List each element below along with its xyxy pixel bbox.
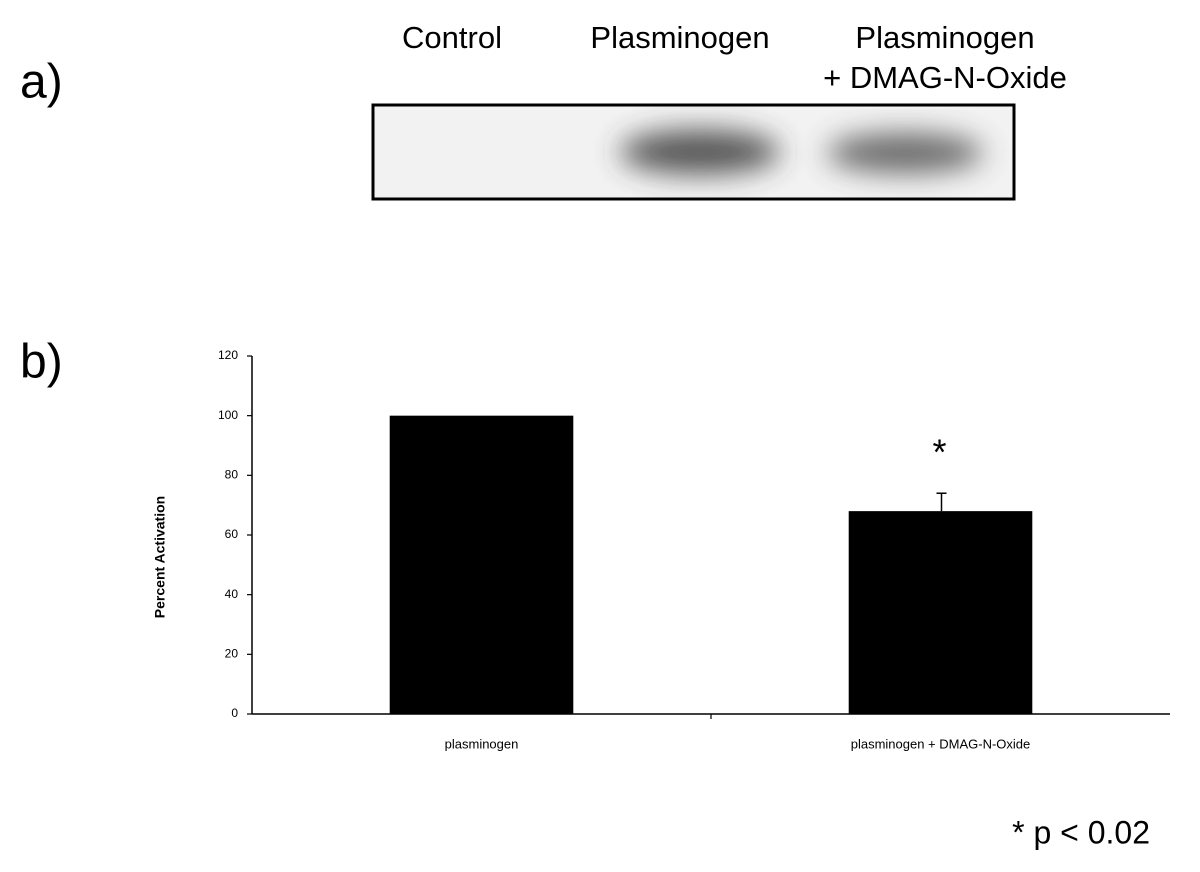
y-tick-label: 120 bbox=[218, 348, 238, 362]
y-tick-label: 40 bbox=[225, 587, 239, 601]
lane-label: Control bbox=[402, 20, 502, 55]
blot-frame bbox=[371, 103, 1016, 201]
x-tick-label: plasminogen bbox=[445, 736, 519, 751]
lane-label: + DMAG-N-Oxide bbox=[823, 60, 1067, 95]
lane-label: Plasminogen bbox=[590, 20, 769, 55]
error-bar bbox=[936, 492, 947, 512]
x-tick-label: plasminogen + DMAG-N-Oxide bbox=[851, 736, 1031, 751]
y-tick-label: 80 bbox=[225, 468, 239, 482]
blot-band bbox=[620, 130, 780, 174]
y-tick-label: 100 bbox=[218, 408, 238, 422]
y-axis-label: Percent Activation bbox=[152, 496, 168, 618]
y-tick-label: 20 bbox=[225, 647, 239, 661]
significance-mark: * bbox=[932, 432, 946, 473]
panel-label: b) bbox=[20, 336, 63, 389]
blot-image bbox=[371, 103, 1016, 201]
panel-label: a) bbox=[20, 56, 63, 109]
lane-label: Plasminogen bbox=[855, 20, 1034, 55]
y-tick-label: 0 bbox=[231, 706, 238, 720]
footnote: * p < 0.02 bbox=[1012, 814, 1150, 850]
bar bbox=[389, 415, 574, 714]
y-tick-label: 60 bbox=[225, 527, 239, 541]
bar bbox=[848, 511, 1033, 714]
blot-band bbox=[827, 133, 983, 173]
